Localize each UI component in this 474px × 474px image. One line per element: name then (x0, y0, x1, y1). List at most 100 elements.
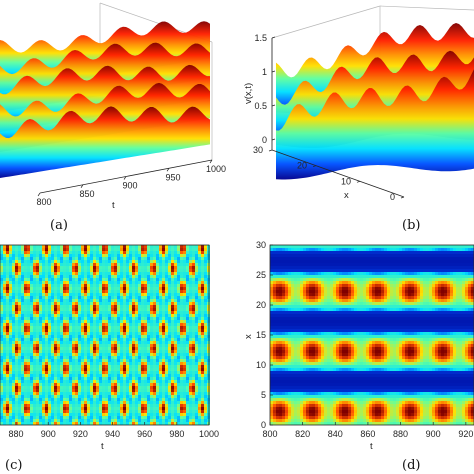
heatmap-cell (117, 344, 120, 347)
heatmap-cell (204, 401, 207, 404)
heatmap-cell (390, 272, 393, 275)
heatmap-cell (69, 290, 72, 293)
heatmap-cell (141, 299, 144, 302)
heatmap-cell (435, 266, 438, 269)
heatmap-cell (87, 275, 90, 278)
heatmap-cell (147, 275, 150, 278)
heatmap-cell (201, 329, 204, 332)
heatmap-cell (45, 317, 48, 320)
heatmap-cell (186, 296, 189, 299)
heatmap-cell (177, 362, 180, 365)
heatmap-cell (45, 341, 48, 344)
heatmap-cell (171, 248, 174, 251)
heatmap-cell (429, 254, 432, 257)
heatmap-cell (48, 362, 51, 365)
heatmap-cell (321, 263, 324, 266)
heatmap-cell (171, 398, 174, 401)
heatmap-cell (156, 380, 159, 383)
heatmap-cell (108, 359, 111, 362)
heatmap-cell (90, 416, 93, 419)
heatmap-cell (18, 386, 21, 389)
heatmap-cell (462, 263, 465, 266)
heatmap-cell (81, 422, 84, 425)
heatmap-cell (96, 266, 99, 269)
heatmap-cell (117, 422, 120, 425)
heatmap-cell (9, 296, 12, 299)
heatmap-cell (171, 386, 174, 389)
heatmap-cell (114, 248, 117, 251)
heatmap-cell (186, 347, 189, 350)
heatmap-cell (27, 278, 30, 281)
heatmap-cell (36, 410, 39, 413)
heatmap-cell (270, 269, 273, 272)
heatmap-cell (171, 422, 174, 425)
heatmap-cell (81, 275, 84, 278)
heatmap-cell (387, 260, 390, 263)
heatmap-cell (270, 275, 273, 278)
heatmap-cell (51, 305, 54, 308)
heatmap-cell (105, 422, 108, 425)
heatmap-cell (66, 263, 69, 266)
heatmap-cell (351, 263, 354, 266)
heatmap-cell (366, 257, 369, 260)
heatmap-cell (90, 281, 93, 284)
heatmap-cell (87, 287, 90, 290)
panel-b-x-axis-label: x (344, 190, 349, 201)
heatmap-cell (279, 257, 282, 260)
heatmap-cell (21, 269, 24, 272)
heatmap-cell (393, 266, 396, 269)
heatmap-cell (69, 263, 72, 266)
heatmap-cell (174, 290, 177, 293)
heatmap-cell (411, 248, 414, 251)
heatmap-cell (66, 389, 69, 392)
heatmap-cell (114, 377, 117, 380)
heatmap-cell (60, 371, 63, 374)
heatmap-cell (153, 407, 156, 410)
heatmap-cell (120, 365, 123, 368)
heatmap-cell (171, 338, 174, 341)
heatmap-cell (105, 377, 108, 380)
heatmap-cell (96, 389, 99, 392)
heatmap-cell (87, 266, 90, 269)
heatmap-cell (201, 389, 204, 392)
heatmap-cell (147, 308, 150, 311)
heatmap-cell (12, 368, 15, 371)
heatmap-cell (162, 248, 165, 251)
heatmap-cell (150, 341, 153, 344)
heatmap-cell (42, 260, 45, 263)
heatmap-cell (192, 263, 195, 266)
heatmap-cell (147, 248, 150, 251)
heatmap-cell (87, 344, 90, 347)
heatmap-cell (180, 302, 183, 305)
heatmap-cell (132, 377, 135, 380)
heatmap-cell (135, 359, 138, 362)
heatmap-cell (423, 257, 426, 260)
heatmap-cell (147, 335, 150, 338)
heatmap-cell (336, 272, 339, 275)
heatmap-cell (171, 356, 174, 359)
heatmap-cell (75, 404, 78, 407)
heatmap-cell (165, 338, 168, 341)
heatmap-cell (126, 344, 129, 347)
heatmap-cell (369, 254, 372, 257)
heatmap-cell (9, 380, 12, 383)
heatmap-cell (27, 356, 30, 359)
heatmap-cell (72, 404, 75, 407)
heatmap-cell (93, 266, 96, 269)
heatmap-cell (12, 374, 15, 377)
heatmap-cell (69, 344, 72, 347)
heatmap-cell (63, 266, 66, 269)
heatmap-cell (180, 347, 183, 350)
heatmap-cell (165, 413, 168, 416)
heatmap-cell (51, 320, 54, 323)
heatmap-cell (93, 359, 96, 362)
heatmap-cell (306, 251, 309, 254)
heatmap-cell (60, 332, 63, 335)
heatmap-cell (96, 344, 99, 347)
heatmap-cell (42, 407, 45, 410)
heatmap-cell (174, 305, 177, 308)
panel-b-tick-mark (271, 70, 276, 73)
heatmap-cell (78, 251, 81, 254)
heatmap-cell (105, 410, 108, 413)
heatmap-cell (132, 245, 135, 248)
